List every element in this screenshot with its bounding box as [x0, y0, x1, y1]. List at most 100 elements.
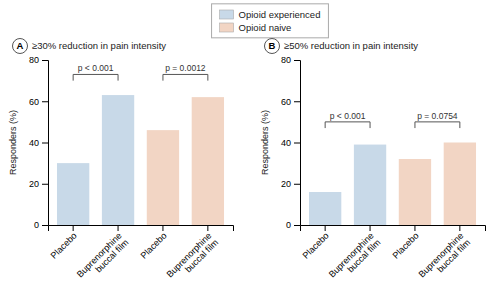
- tick-label: 0: [286, 220, 291, 230]
- tick-label: 80: [281, 55, 291, 65]
- bars: [309, 143, 476, 226]
- tick-mark: [42, 184, 48, 185]
- tick-label: 60: [281, 97, 291, 107]
- bar: [444, 143, 476, 226]
- y-tick: 80: [29, 55, 48, 65]
- panel-title: ≥50% reduction in pain intensity: [284, 40, 418, 51]
- tick-mark: [325, 225, 326, 231]
- tick-label: Placebo: [49, 231, 79, 261]
- x-tick: Placebo: [391, 225, 421, 261]
- tick-label: 20: [29, 179, 39, 189]
- tick-mark: [370, 225, 371, 231]
- tick-mark: [294, 184, 300, 185]
- tick-mark: [207, 225, 208, 231]
- tick-label: Buprenorphinebuccal film: [75, 231, 131, 287]
- legend-label: Opioid experienced: [239, 9, 321, 20]
- tick-mark: [414, 225, 415, 231]
- tick-mark: [294, 225, 300, 226]
- p-value-label: p < 0.001: [78, 63, 114, 73]
- x-tick: Buprenorphinebuccal film: [75, 225, 131, 286]
- tick-label-line: Placebo: [391, 231, 421, 261]
- p-value-bracket: [415, 122, 460, 128]
- panel-label-circle: [13, 39, 28, 54]
- axis-line: [42, 61, 49, 226]
- tick-label: Buprenorphinebuccal film: [417, 231, 473, 287]
- tick-mark: [294, 60, 300, 61]
- tick-mark: [118, 225, 119, 231]
- legend-swatch: [220, 23, 234, 32]
- tick-label: Buprenorphinebuccal film: [165, 231, 221, 287]
- tick-label-line: Placebo: [139, 231, 169, 261]
- y-tick: 80: [281, 55, 300, 65]
- bar: [147, 130, 179, 225]
- axis-line: [294, 61, 301, 226]
- y-tick: 60: [29, 97, 48, 107]
- p-value-bracket: [325, 122, 370, 128]
- bar: [57, 163, 89, 225]
- chart: 020406080PlaceboBuprenorphinebuccal film…: [0, 0, 500, 287]
- tick-label: Placebo: [301, 231, 331, 261]
- tick-label: Placebo: [139, 231, 169, 261]
- y-axis-title: Responders (%): [260, 110, 270, 175]
- annotations: p < 0.001 p = 0.0012: [73, 63, 208, 80]
- legend-box: [212, 4, 329, 38]
- bar: [354, 145, 386, 225]
- p-value-label: p = 0.0012: [165, 63, 206, 73]
- tick-label: Placebo: [391, 231, 421, 261]
- y-tick: 60: [281, 97, 300, 107]
- panel-title: ≥30% reduction in pain intensity: [32, 40, 166, 51]
- tick-label-line: Placebo: [301, 231, 331, 261]
- panel: 020406080PlaceboBuprenorphinebuccal film…: [8, 39, 234, 287]
- tick-mark: [42, 101, 48, 102]
- y-tick: 0: [34, 220, 48, 230]
- tick-label: 40: [29, 138, 39, 148]
- tick-mark: [73, 225, 74, 231]
- tick-label-line: Placebo: [49, 231, 79, 261]
- bar: [399, 159, 431, 225]
- x-tick: Buprenorphinebuccal film: [327, 225, 383, 286]
- bar: [192, 97, 224, 225]
- tick-label-line: buccal film: [183, 237, 220, 274]
- y-tick: 0: [286, 220, 300, 230]
- p-value-bracket: [73, 74, 118, 80]
- tick-label: 20: [281, 179, 291, 189]
- tick-mark: [42, 143, 48, 144]
- tick-label: 80: [29, 55, 39, 65]
- bars: [57, 95, 224, 225]
- tick-label-line: buccal film: [435, 237, 472, 274]
- y-axis: 0 20 40 60 80: [281, 55, 301, 230]
- legend: Opioid experienced Opioid naive: [212, 4, 329, 38]
- annotations: p < 0.001 p = 0.0754: [325, 111, 460, 128]
- y-axis-title: Responders (%): [8, 110, 18, 175]
- tick-label: 60: [29, 97, 39, 107]
- panel-label-circle: [265, 39, 280, 54]
- tick-label: Buprenorphinebuccal film: [327, 231, 383, 287]
- tick-label-line: buccal film: [345, 237, 382, 274]
- x-axis: PlaceboBuprenorphinebuccal filmPlaceboBu…: [49, 225, 234, 286]
- panel-label: A: [17, 40, 24, 51]
- tick-mark: [294, 143, 300, 144]
- tick-mark: [294, 101, 300, 102]
- x-tick: Placebo: [139, 225, 169, 261]
- bar: [309, 192, 341, 225]
- legend-entry: Opioid experienced: [220, 9, 321, 20]
- y-axis: 0 20 40 60 80: [29, 55, 49, 230]
- tick-label: 40: [281, 138, 291, 148]
- tick-label: 0: [34, 220, 39, 230]
- panel-label: B: [269, 40, 276, 51]
- y-tick: 20: [29, 179, 48, 189]
- tick-mark: [162, 225, 163, 231]
- p-value-label: p = 0.0754: [417, 111, 458, 121]
- y-tick: 20: [281, 179, 300, 189]
- x-tick: Placebo: [301, 225, 331, 261]
- p-value-label: p < 0.001: [330, 111, 366, 121]
- tick-label-line: buccal film: [93, 237, 130, 274]
- y-tick: 40: [29, 138, 48, 148]
- legend-label: Opioid naive: [239, 22, 292, 33]
- tick-mark: [42, 60, 48, 61]
- tick-mark: [459, 225, 460, 231]
- bar: [102, 95, 134, 225]
- x-tick: Placebo: [49, 225, 79, 261]
- tick-mark: [42, 225, 48, 226]
- x-tick: Buprenorphinebuccal film: [165, 225, 221, 286]
